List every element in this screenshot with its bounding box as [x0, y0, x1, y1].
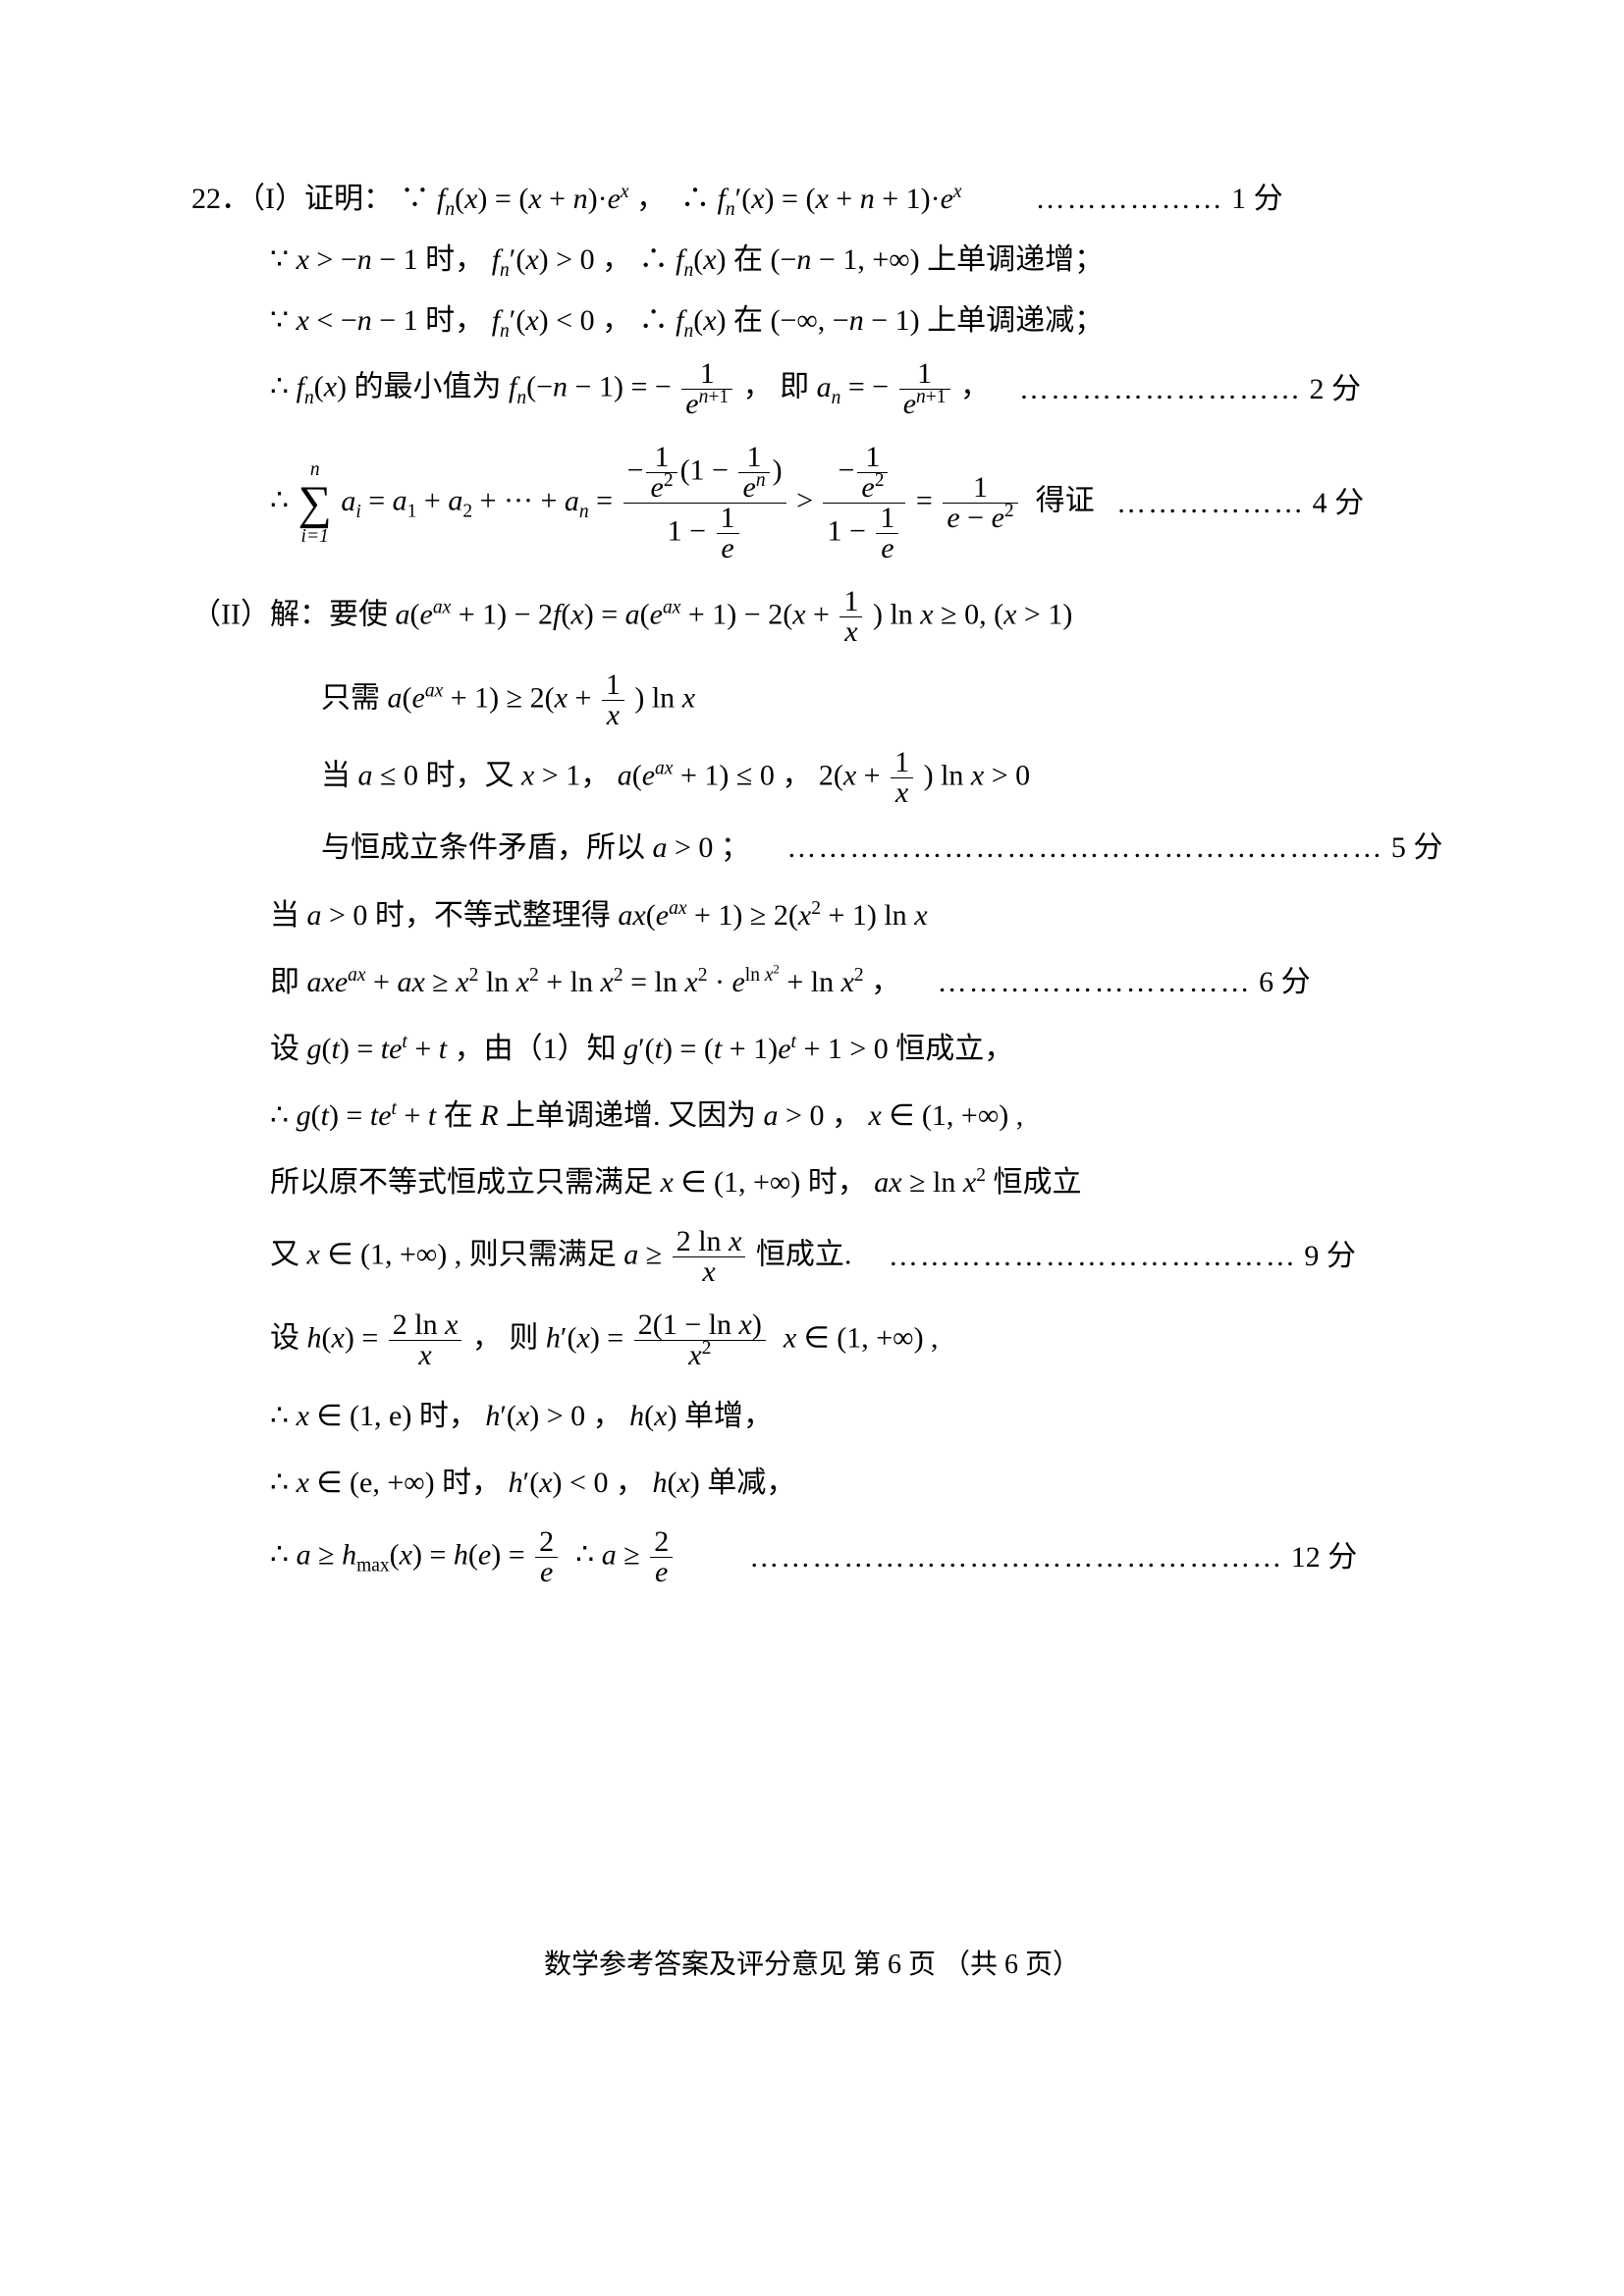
- line-19-dots: ……………………………………………: [749, 1537, 1283, 1578]
- line-1-score: 1 分: [1231, 179, 1283, 220]
- line-1: 22．（I）证明： ∵ fn(x) = (x + n)·ex ， ∴ fn′(x…: [191, 177, 1487, 220]
- line-5-dots: ………………: [1116, 483, 1305, 524]
- line-11-dots: …………………………: [938, 962, 1252, 1003]
- line-3: ∵ x < −n − 1 时， fn′(x) < 0 ， ∴ fn(x) 在 (…: [191, 298, 1487, 342]
- line-16-content: 设 h(x) = 2 ln xx ， 则 h′(x) = 2(1 − ln x)…: [270, 1310, 939, 1370]
- line-7: 只需 a(eax + 1) ≥ 2(x + 1x ) ln x: [191, 670, 1487, 730]
- line-5-content: ∴ n∑i=1 ai = a1 + a2 + ··· + an = −1e2(1…: [270, 443, 1095, 563]
- line-7-content: 只需 a(eax + 1) ≥ 2(x + 1x ) ln x: [321, 670, 695, 730]
- line-5: ∴ n∑i=1 ai = a1 + a2 + ··· + an = −1e2(1…: [191, 443, 1487, 563]
- line-6: （II）解：要使 a(eax + 1) − 2f(x) = a(eax + 1)…: [191, 587, 1487, 647]
- line-4-score: 2 分: [1310, 369, 1362, 410]
- line-14-content: 所以原不等式恒成立只需满足 x ∈ (1, +∞) 时， ax ≥ ln x2 …: [270, 1162, 1081, 1203]
- line-16: 设 h(x) = 2 ln xx ， 则 h′(x) = 2(1 − ln x)…: [191, 1310, 1487, 1370]
- line-8: 当 a ≤ 0 时，又 x > 1， a(eax + 1) ≤ 0 ， 2(x …: [191, 748, 1487, 808]
- line-3-content: ∵ x < −n − 1 时， fn′(x) < 0 ， ∴ fn(x) 在 (…: [270, 300, 1104, 342]
- page-footer: 数学参考答案及评分意见 第 6 页 （共 6 页）: [0, 1943, 1624, 1982]
- line-1-dots: ………………: [1036, 179, 1224, 220]
- line-15-content: 又 x ∈ (1, +∞) , 则只需满足 a ≥ 2 ln xx 恒成立.: [270, 1227, 851, 1287]
- line-4-dots: ………………………: [1019, 369, 1302, 410]
- line-2-content: ∵ x > −n − 1 时， fn′(x) > 0 ， ∴ fn(x) 在 (…: [270, 240, 1104, 281]
- line-2: ∵ x > −n − 1 时， fn′(x) > 0 ， ∴ fn(x) 在 (…: [191, 238, 1487, 281]
- line-11: 即 axeax + ax ≥ x2 ln x2 + ln x2 = ln x2 …: [191, 960, 1487, 1003]
- line-19-content: ∴ a ≥ hmax(x) = h(e) = 2e ∴ a ≥ 2e: [270, 1527, 676, 1587]
- line-17-content: ∴ x ∈ (1, e) 时， h′(x) > 0 ， h(x) 单增，: [270, 1396, 773, 1437]
- line-9-score: 5 分: [1391, 828, 1443, 869]
- line-18: ∴ x ∈ (e, +∞) 时， h′(x) < 0 ， h(x) 单减，: [191, 1461, 1487, 1504]
- line-14: 所以原不等式恒成立只需满足 x ∈ (1, +∞) 时， ax ≥ ln x2 …: [191, 1160, 1487, 1203]
- line-4-content: ∴ fn(x) 的最小值为 fn(−n − 1) = − 1en+1 ， 即 a…: [270, 359, 990, 419]
- line-12: 设 g(t) = tet + t ，由（1）知 g′(t) = (t + 1)e…: [191, 1027, 1487, 1070]
- line-15-score: 9 分: [1304, 1236, 1356, 1277]
- footer-text: 数学参考答案及评分意见 第 6 页 （共 6 页）: [544, 1949, 1080, 1980]
- line-12-content: 设 g(t) = tet + t ，由（1）知 g′(t) = (t + 1)e…: [270, 1029, 1013, 1070]
- line-10: 当 a > 0 时，不等式整理得 ax(eax + 1) ≥ 2(x2 + 1)…: [191, 892, 1487, 935]
- line-9: 与恒成立条件矛盾，所以 a > 0 ； ………………………………………………… …: [191, 826, 1487, 869]
- line-6-content: （II）解：要使 a(eax + 1) − 2f(x) = a(eax + 1)…: [191, 587, 1072, 647]
- line-4: ∴ fn(x) 的最小值为 fn(−n − 1) = − 1en+1 ， 即 a…: [191, 359, 1487, 419]
- line-5-score: 4 分: [1313, 483, 1365, 524]
- line-13-content: ∴ g(t) = tet + t 在 R 上单调递增. 又因为 a > 0 ， …: [270, 1095, 1023, 1137]
- line-11-score: 6 分: [1259, 962, 1311, 1003]
- line-18-content: ∴ x ∈ (e, +∞) 时， h′(x) < 0 ， h(x) 单减，: [270, 1463, 795, 1504]
- line-11-content: 即 axeax + ax ≥ x2 ln x2 + ln x2 = ln x2 …: [270, 962, 900, 1003]
- line-19: ∴ a ≥ hmax(x) = h(e) = 2e ∴ a ≥ 2e ………………: [191, 1527, 1487, 1587]
- line-15: 又 x ∈ (1, +∞) , 则只需满足 a ≥ 2 ln xx 恒成立. ……: [191, 1227, 1487, 1287]
- sigma-icon: n∑i=1: [298, 460, 332, 546]
- line-8-content: 当 a ≤ 0 时，又 x > 1， a(eax + 1) ≤ 0 ， 2(x …: [321, 748, 1030, 808]
- line-15-dots: …………………………………: [889, 1236, 1297, 1277]
- line-10-content: 当 a > 0 时，不等式整理得 ax(eax + 1) ≥ 2(x2 + 1)…: [270, 895, 928, 936]
- line-9-content: 与恒成立条件矛盾，所以 a > 0 ；: [321, 828, 750, 869]
- line-17: ∴ x ∈ (1, e) 时， h′(x) > 0 ， h(x) 单增，: [191, 1394, 1487, 1437]
- problem-number: 22．: [191, 183, 250, 215]
- line-13: ∴ g(t) = tet + t 在 R 上单调递增. 又因为 a > 0 ， …: [191, 1094, 1487, 1137]
- line-19-score: 12 分: [1291, 1537, 1358, 1578]
- line-9-dots: …………………………………………………: [786, 828, 1383, 869]
- line-1-content: 22．（I）证明： ∵ fn(x) = (x + n)·ex ， ∴ fn′(x…: [191, 179, 962, 220]
- page: 22．（I）证明： ∵ fn(x) = (x + n)·ex ， ∴ fn′(x…: [0, 0, 1624, 2296]
